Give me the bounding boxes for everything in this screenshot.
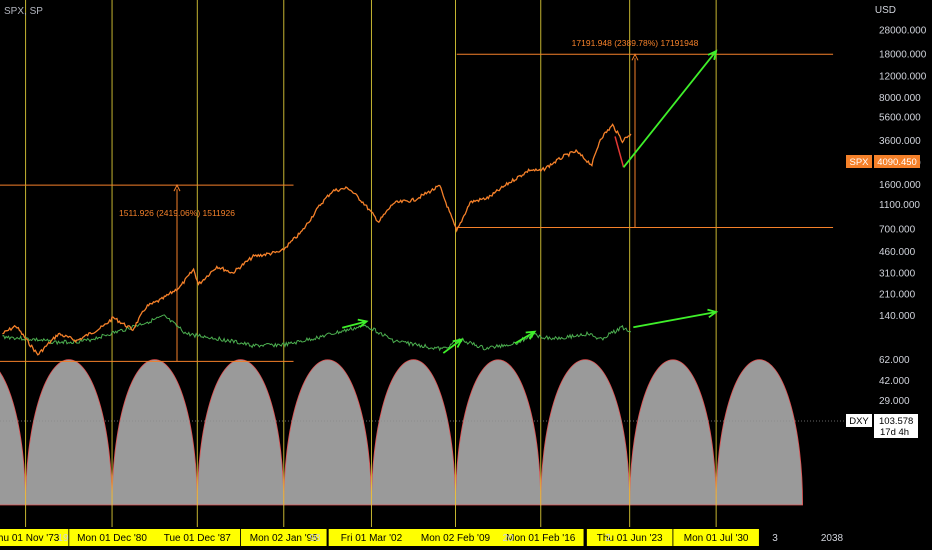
dxy-cycle-arrow-head: [452, 338, 464, 348]
cycle-arch: [455, 359, 542, 506]
dxy-projection-arrow-head: [707, 308, 719, 319]
date-label-bg: [673, 529, 759, 546]
dxy-cycle-arrow: [342, 320, 367, 329]
y-tick-label: 12000.000: [879, 71, 927, 82]
date-label: Thu 01 Jun '23: [597, 533, 663, 544]
cycle-arch: [283, 359, 372, 506]
cycle-arch: [111, 359, 198, 506]
projection-arrows: [342, 49, 719, 354]
y-tick-label: 210.000: [879, 289, 916, 300]
y-tick-label: 5600.000: [879, 112, 921, 123]
spx-projection-arrow-head: [707, 49, 718, 61]
spx-price-value: 4090.450: [877, 157, 917, 168]
date-label-bg: [497, 529, 584, 546]
cycle-arch: [196, 359, 285, 506]
date-label: Thu 01 Nov '73: [0, 533, 60, 544]
cycle-arch: [540, 359, 631, 506]
date-label: Mon 01 Dec '80: [77, 533, 147, 544]
date-label-bg: [69, 529, 155, 546]
cycle-arches: [0, 359, 804, 506]
cycle-arch: [25, 359, 113, 506]
date-label: Mon 02 Feb '09: [421, 533, 491, 544]
currency-label: USD: [874, 5, 896, 16]
range2-label: 17191.948 (2389.78%) 17191948: [572, 38, 699, 48]
dxy-badge-label: DXY: [849, 416, 869, 427]
x-tick-label: 20: [502, 533, 514, 544]
date-label-bg: [328, 529, 415, 546]
dxy-series-line: [2, 314, 632, 352]
spx-projection-arrow: [622, 50, 717, 168]
date-label-bg: [412, 529, 499, 546]
date-label-bg: [240, 529, 327, 546]
x-tick-label: 2038: [821, 533, 844, 544]
y-tick-label: 700.000: [879, 224, 916, 235]
date-label-bg: [0, 529, 69, 546]
y-tick-label: 310.000: [879, 268, 916, 279]
dxy-countdown: 17d 4h: [880, 427, 909, 438]
drop-segment: [614, 136, 625, 168]
y-tick-label: 460.000: [879, 247, 916, 258]
y-tick-label: 1600.000: [879, 180, 921, 191]
y-tick-label: 29.000: [879, 396, 910, 407]
measure-arrow-head: [631, 53, 639, 61]
dxy-price-badge: [874, 414, 918, 438]
symbol-title: SPX, SP: [4, 6, 43, 17]
cycle-arch: [715, 359, 804, 506]
dxy-cycle-arrow: [442, 338, 463, 354]
y-tick-label: 140.000: [879, 311, 916, 322]
date-label-bg: [154, 529, 241, 546]
date-label-bg: [586, 529, 673, 546]
date-label: Mon 01 Feb '16: [506, 533, 576, 544]
x-tick-label: 19: [57, 533, 69, 544]
spx-badge-label-bg: [846, 155, 872, 168]
dxy-cycle-arrow: [514, 330, 536, 345]
x-tick-label: 98: [309, 533, 321, 544]
y-tick-label: 3600.000: [879, 136, 921, 147]
cycle-arch: [0, 371, 26, 506]
cycle-arch: [371, 359, 456, 506]
dxy-cycle-arrow-head: [525, 330, 537, 340]
y-tick-label: 62.000: [879, 355, 910, 366]
dxy-badge-label-bg: [846, 414, 872, 427]
y-tick-label: 28000.000: [879, 26, 927, 37]
cycle-arch: [629, 359, 717, 506]
dxy-cycle-arrow-head: [357, 318, 369, 328]
date-label: Fri 01 Mar '02: [341, 533, 403, 544]
date-label: Tue 01 Dec '87: [164, 533, 232, 544]
y-tick-label: 8000.000: [879, 93, 921, 104]
range-measures: [0, 53, 834, 362]
cycle-lines: [25, 0, 717, 527]
spx-price-badge: [874, 155, 920, 168]
y-tick-label: 18000.000: [879, 50, 927, 61]
date-label: Mon 02 Jan '95: [250, 533, 319, 544]
range1-label: 1511.926 (2419.06%) 1511926: [119, 208, 235, 218]
x-tick-label: 3: [772, 533, 778, 544]
y-tick-label: 42.000: [879, 376, 910, 387]
dxy-projection-arrow: [633, 311, 717, 329]
x-tick-label: 2: [605, 533, 611, 544]
spx-series-line: [2, 123, 632, 356]
measure-arrow-head: [173, 183, 181, 192]
time-axis[interactable]: Thu 01 Nov '73 Mon 01 Dec '80 Tue 01 Dec '…: [0, 527, 932, 550]
y-tick-label: 1100.000: [879, 200, 920, 211]
dxy-price-value: 103.578: [879, 416, 913, 427]
spx-badge-label: SPX: [849, 157, 869, 168]
date-label: Mon 01 Jul '30: [684, 533, 749, 544]
